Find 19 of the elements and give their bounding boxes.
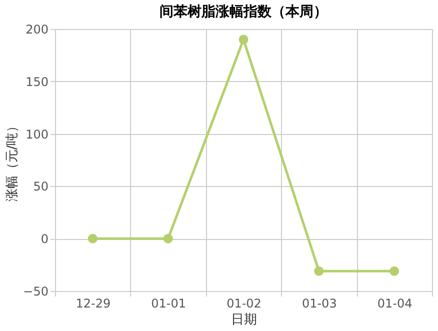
x-tick-label: 01-01	[151, 296, 186, 310]
y-tick-label: 50	[33, 180, 48, 194]
x-tick-label: 01-04	[377, 296, 412, 310]
x-tick-label: 01-02	[226, 296, 262, 310]
x-axis-title: 日期	[231, 312, 257, 328]
y-tick-label: −50	[23, 284, 48, 298]
point	[163, 234, 173, 244]
chart-title: 间苯树脂涨幅指数（本周）	[160, 4, 328, 20]
point	[88, 234, 98, 244]
point	[314, 266, 324, 276]
y-tick-label: 0	[40, 232, 48, 246]
y-axis-title: 涨幅（元/吨）	[5, 119, 20, 202]
y-tick-label: 200	[26, 22, 48, 36]
point	[390, 266, 400, 276]
point	[238, 34, 248, 44]
x-tick-label: 12-29	[76, 296, 111, 310]
y-tick-label: 100	[26, 127, 48, 142]
y-tick-label: 150	[26, 74, 48, 89]
x-tick-label: 01-03	[302, 296, 337, 310]
